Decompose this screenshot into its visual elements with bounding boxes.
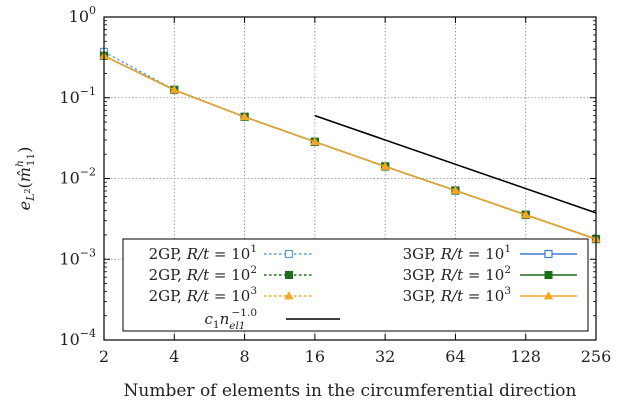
legend-label: 3GP, R/t = 101 xyxy=(403,243,511,263)
x-tick-label: 4 xyxy=(169,347,179,366)
legend-swatch-marker xyxy=(543,291,554,300)
legend-swatch-marker xyxy=(284,249,294,259)
legend-label: 3GP, R/t = 102 xyxy=(403,264,511,284)
legend-label: c1nel1−1.0 xyxy=(204,307,257,332)
series-line xyxy=(314,114,597,214)
y-tick-label: 10−2 xyxy=(59,166,96,188)
legend-label: 2GP, R/t = 103 xyxy=(149,285,257,305)
data-point xyxy=(521,210,531,219)
x-tick-label: 64 xyxy=(445,347,465,366)
x-tick-label: 256 xyxy=(581,347,612,366)
legend-box xyxy=(122,238,589,332)
y-tick-label: 10−4 xyxy=(59,327,96,349)
x-tick-label: 2 xyxy=(99,347,109,366)
data-point xyxy=(169,85,179,94)
legend: 2GP, R/t = 101 3GP, R/t = 101 2GP, R/t = 1… xyxy=(149,243,577,332)
series-line xyxy=(103,55,597,240)
plot-frame xyxy=(103,16,597,341)
data-point xyxy=(310,136,320,146)
legend-label: 2GP, R/t = 102 xyxy=(149,264,257,284)
legend-label: 2GP, R/t = 101 xyxy=(149,243,257,263)
series-7 xyxy=(314,114,597,214)
data-point xyxy=(239,112,250,121)
legend-swatch-marker xyxy=(284,291,294,300)
legend-item-7: c1nel1−1.0 xyxy=(204,307,340,332)
x-axis-label: Number of elements in the circumferentia… xyxy=(124,381,577,401)
y-axis-ticks: 100 10−1 10−2 10−3 10−4 xyxy=(59,4,596,349)
x-tick-label: 128 xyxy=(510,347,541,366)
y-tick-label: 10−1 xyxy=(59,85,96,107)
y-axis-label: eL2(m̂h11) xyxy=(14,147,37,211)
y-tick-label: 10−3 xyxy=(59,246,96,268)
x-axis-ticks: 2 4 8 16 32 64 128 256 xyxy=(99,17,611,366)
series-layer xyxy=(99,47,601,244)
data-point xyxy=(450,185,461,194)
legend-item-4: 3GP, R/t = 101 xyxy=(403,243,577,263)
x-tick-label: 8 xyxy=(239,347,249,366)
legend-swatch-marker xyxy=(544,249,553,259)
legend-item-2: 2GP, R/t = 102 xyxy=(149,264,314,284)
legend-swatch-marker xyxy=(544,271,553,279)
legend-swatch-marker xyxy=(285,271,293,279)
y-tick-label: 100 xyxy=(69,4,96,26)
data-point xyxy=(380,161,390,170)
legend-item-5: 3GP, R/t = 102 xyxy=(403,264,577,284)
series-6 xyxy=(99,51,601,243)
legend-label: 3GP, R/t = 103 xyxy=(403,285,511,305)
legend-item-1: 2GP, R/t = 101 xyxy=(149,243,314,263)
legend-item-3: 2GP, R/t = 103 xyxy=(149,285,314,305)
x-tick-label: 16 xyxy=(305,347,325,366)
legend-item-6: 3GP, R/t = 103 xyxy=(403,285,577,305)
x-tick-label: 32 xyxy=(375,347,395,366)
